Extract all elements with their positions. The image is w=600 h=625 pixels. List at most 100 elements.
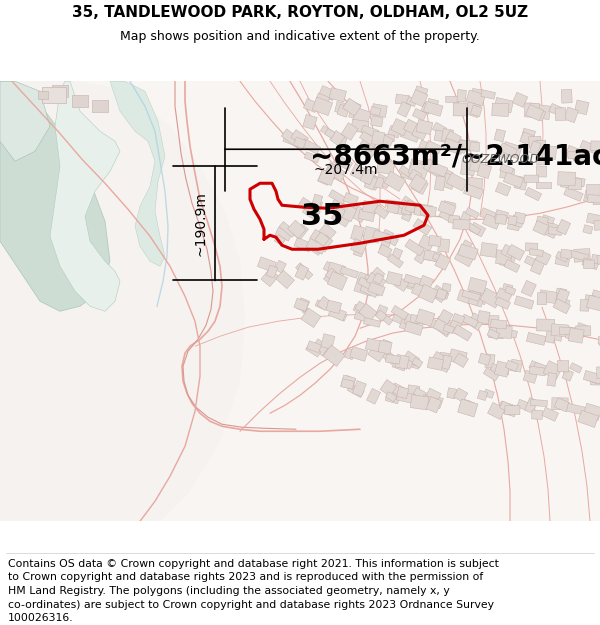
Bar <box>570 251 589 261</box>
Bar <box>329 88 346 102</box>
Bar <box>353 304 371 316</box>
Bar <box>404 274 422 286</box>
Bar <box>341 122 358 140</box>
Bar <box>510 359 522 372</box>
Bar <box>594 217 600 226</box>
Bar <box>499 363 510 375</box>
Bar <box>404 119 419 134</box>
Bar <box>560 178 572 188</box>
Bar <box>514 176 528 190</box>
Bar <box>418 140 430 154</box>
Bar <box>355 301 371 316</box>
Bar <box>328 306 346 321</box>
Bar <box>307 341 322 352</box>
Bar <box>583 225 593 234</box>
Bar <box>533 221 549 236</box>
Bar <box>574 177 585 187</box>
Bar <box>392 248 403 259</box>
Bar <box>442 283 451 292</box>
Bar <box>419 275 434 289</box>
Bar <box>351 206 371 220</box>
Polygon shape <box>110 81 165 266</box>
Bar <box>499 142 518 158</box>
Bar <box>261 269 278 287</box>
Text: OOZEWOOD: OOZEWOOD <box>461 152 539 166</box>
Bar <box>407 385 420 395</box>
Bar <box>565 327 579 341</box>
Bar <box>424 393 443 409</box>
Bar <box>591 141 600 151</box>
Bar <box>344 348 355 359</box>
Bar <box>325 164 345 180</box>
Bar <box>598 336 600 345</box>
Text: Contains OS data © Crown copyright and database right 2021. This information is : Contains OS data © Crown copyright and d… <box>8 559 499 569</box>
Polygon shape <box>0 81 110 311</box>
Bar <box>344 99 361 114</box>
Bar <box>350 239 367 254</box>
Bar <box>552 398 568 410</box>
Bar <box>556 219 571 235</box>
Bar <box>365 338 382 352</box>
Bar <box>524 256 536 266</box>
Bar <box>350 346 368 361</box>
Bar <box>377 161 387 173</box>
Bar <box>461 161 475 176</box>
Bar <box>385 200 402 209</box>
Bar <box>357 272 371 284</box>
Bar <box>427 98 439 110</box>
Bar <box>378 341 392 354</box>
Bar <box>467 223 481 235</box>
Bar <box>496 182 511 196</box>
Bar <box>410 314 427 325</box>
Bar <box>542 215 554 224</box>
Bar <box>408 161 429 179</box>
Bar <box>443 324 455 334</box>
Bar <box>418 284 438 303</box>
Bar <box>527 102 539 117</box>
Text: to Crown copyright and database rights 2023 and is reproduced with the permissio: to Crown copyright and database rights 2… <box>8 572 483 582</box>
Bar <box>379 239 391 252</box>
Bar <box>586 295 600 312</box>
Bar <box>353 244 365 257</box>
Bar <box>329 131 345 146</box>
Text: co-ordinates) are subject to Crown copyright and database rights 2023 Ordnance S: co-ordinates) are subject to Crown copyr… <box>8 599 494 609</box>
Bar <box>505 286 516 296</box>
Bar <box>446 173 467 191</box>
Bar <box>427 357 443 371</box>
Bar <box>536 182 552 189</box>
Bar <box>568 179 581 190</box>
Bar <box>413 219 432 235</box>
Bar <box>438 239 450 252</box>
Bar <box>430 351 446 367</box>
Bar <box>295 264 309 280</box>
Bar <box>373 272 384 284</box>
Bar <box>574 249 590 262</box>
Bar <box>428 162 448 177</box>
Bar <box>508 216 517 226</box>
Bar <box>494 129 506 142</box>
Bar <box>385 392 397 402</box>
Bar <box>469 159 482 172</box>
Bar <box>351 119 369 133</box>
Bar <box>593 194 600 205</box>
Bar <box>530 258 545 274</box>
Bar <box>393 202 407 215</box>
Bar <box>323 345 345 366</box>
Bar <box>391 383 409 399</box>
Bar <box>521 128 536 142</box>
Bar <box>523 371 538 383</box>
Bar <box>494 361 510 377</box>
Bar <box>360 136 377 151</box>
Bar <box>500 401 513 412</box>
Bar <box>323 348 341 364</box>
Bar <box>500 251 516 266</box>
Bar <box>526 332 546 346</box>
Bar <box>302 204 320 220</box>
Bar <box>294 298 308 311</box>
Bar <box>92 100 108 112</box>
Bar <box>490 319 507 329</box>
Bar <box>386 203 400 214</box>
Bar <box>360 279 380 298</box>
Bar <box>496 326 512 339</box>
Bar <box>311 194 323 209</box>
